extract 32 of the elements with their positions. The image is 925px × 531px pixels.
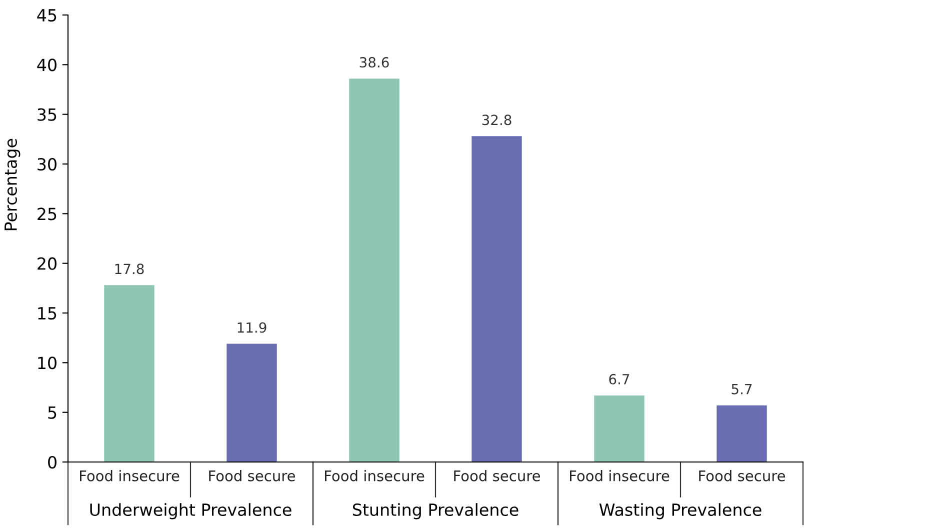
text: Food insecure bbox=[325, 470, 424, 482]
bar bbox=[716, 405, 767, 462]
y-tick-label: 40 bbox=[37, 58, 56, 72]
data-label: 17.8 bbox=[115, 264, 144, 274]
data-label: 6.7 bbox=[609, 374, 630, 384]
bar bbox=[594, 395, 644, 462]
series-label: Food insecure bbox=[80, 470, 180, 482]
y-tick-label: 5 bbox=[48, 406, 56, 419]
bar bbox=[104, 285, 154, 462]
bar bbox=[472, 136, 522, 462]
y-tick-label: 20 bbox=[38, 257, 56, 270]
data-label: 38.6 bbox=[360, 57, 389, 68]
data-label: 5.7 bbox=[732, 384, 752, 394]
text: Food insecure bbox=[570, 470, 670, 482]
y-tick-label: 25 bbox=[38, 208, 56, 220]
x-tick-label: Underweight Prevalence bbox=[90, 503, 292, 520]
data-label: 32.8 bbox=[482, 114, 512, 126]
y-axis-title: Percentage bbox=[4, 138, 20, 230]
text: Food secure bbox=[454, 470, 540, 482]
y-tick-label: 35 bbox=[38, 108, 56, 121]
y-tick-label: 45 bbox=[37, 9, 56, 22]
series-label: Food secure bbox=[209, 470, 296, 482]
text: Food secure bbox=[699, 470, 786, 482]
x-tick-label: Stunting Prevalence bbox=[352, 503, 518, 520]
y-tick-label: 10 bbox=[38, 356, 56, 370]
bar bbox=[349, 78, 400, 462]
y-tick-label: 30 bbox=[38, 158, 56, 171]
data-label: 11.9 bbox=[238, 322, 266, 333]
bar bbox=[226, 344, 277, 462]
y-tick-label: 15 bbox=[38, 307, 56, 320]
y-tick-label: 0 bbox=[48, 456, 56, 469]
x-tick-label: Wasting Prevalence bbox=[599, 503, 762, 520]
